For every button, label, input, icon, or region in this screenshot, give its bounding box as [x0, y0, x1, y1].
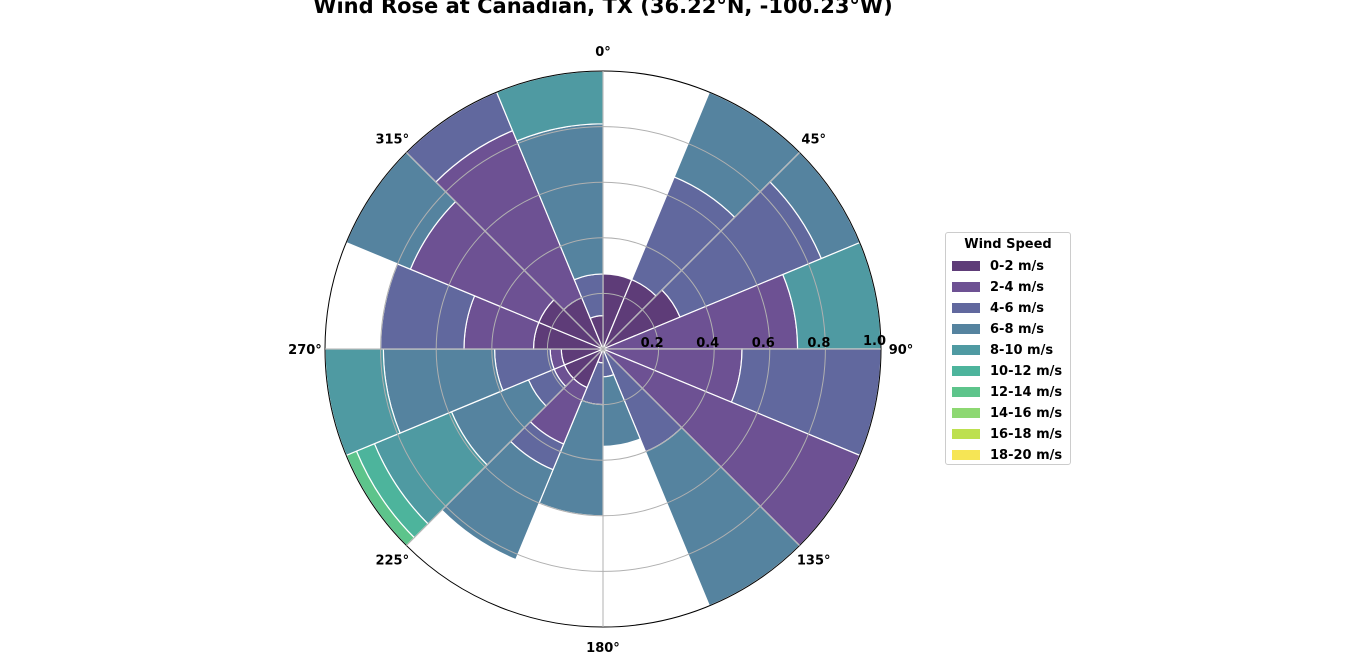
legend-item: 10-12 m/s [952, 363, 1062, 379]
legend-item: 16-18 m/s [952, 426, 1062, 442]
direction-label: 315° [375, 132, 409, 147]
legend-label: 8-10 m/s [990, 342, 1054, 358]
legend-swatch [952, 429, 980, 439]
legend-label: 12-14 m/s [990, 384, 1063, 400]
grid-spoke [406, 152, 604, 350]
legend-label: 10-12 m/s [990, 363, 1063, 379]
grid-spoke [406, 348, 604, 546]
radial-tick-label: 0.4 [696, 336, 719, 351]
direction-label: 0° [595, 45, 611, 60]
legend-swatch [952, 408, 980, 418]
direction-label: 90° [889, 343, 914, 358]
legend-title: Wind Speed [964, 237, 1052, 252]
grid-spoke [602, 152, 800, 350]
legend-swatch [952, 261, 980, 271]
legend-label: 16-18 m/s [990, 426, 1063, 442]
legend-item: 12-14 m/s [952, 384, 1062, 400]
legend-swatch [952, 387, 980, 397]
polar-labels: 0° 45° 90° 135° 180° 225° 270° 315° 0.2 0.4 0.6 0.8… [288, 45, 913, 656]
legend-label: 4-6 m/s [990, 300, 1045, 316]
legend-item: 8-10 m/s [952, 342, 1053, 358]
legend-label: 2-4 m/s [990, 279, 1045, 295]
legend-swatch [952, 303, 980, 313]
legend-item: 4-6 m/s [952, 300, 1044, 316]
polar-grid [324, 70, 882, 628]
legend-swatch [952, 345, 980, 355]
legend-item: 18-20 m/s [952, 447, 1062, 463]
legend-item: 2-4 m/s [952, 279, 1044, 295]
radial-tick-label: 0.2 [641, 336, 664, 351]
legend-label: 0-2 m/s [990, 258, 1045, 274]
legend-item: 6-8 m/s [952, 321, 1044, 337]
legend-item: 0-2 m/s [952, 258, 1044, 274]
grid-spoke [602, 348, 800, 546]
legend-swatch [952, 450, 980, 460]
legend: Wind Speed 0-2 m/s 2-4 m/s 4-6 m/s 6-8 m/s 8… [945, 232, 1071, 465]
legend-label: 6-8 m/s [990, 321, 1045, 337]
legend-label: 18-20 m/s [990, 447, 1063, 463]
direction-label: 270° [288, 343, 322, 358]
direction-label: 135° [797, 554, 831, 569]
legend-label: 14-16 m/s [990, 405, 1063, 421]
legend-swatch [952, 366, 980, 376]
direction-label: 225° [375, 554, 409, 569]
radial-tick-label: 1.0 [863, 334, 886, 349]
legend-swatch [952, 324, 980, 334]
direction-label: 45° [801, 132, 826, 147]
chart-title: Wind Rose at Canadian, TX (36.22°N, -100… [313, 0, 893, 18]
direction-label: 180° [586, 641, 620, 656]
radial-tick-label: 0.8 [807, 336, 830, 351]
legend-swatch [952, 282, 980, 292]
radial-tick-label: 0.6 [752, 336, 775, 351]
legend-item: 14-16 m/s [952, 405, 1062, 421]
